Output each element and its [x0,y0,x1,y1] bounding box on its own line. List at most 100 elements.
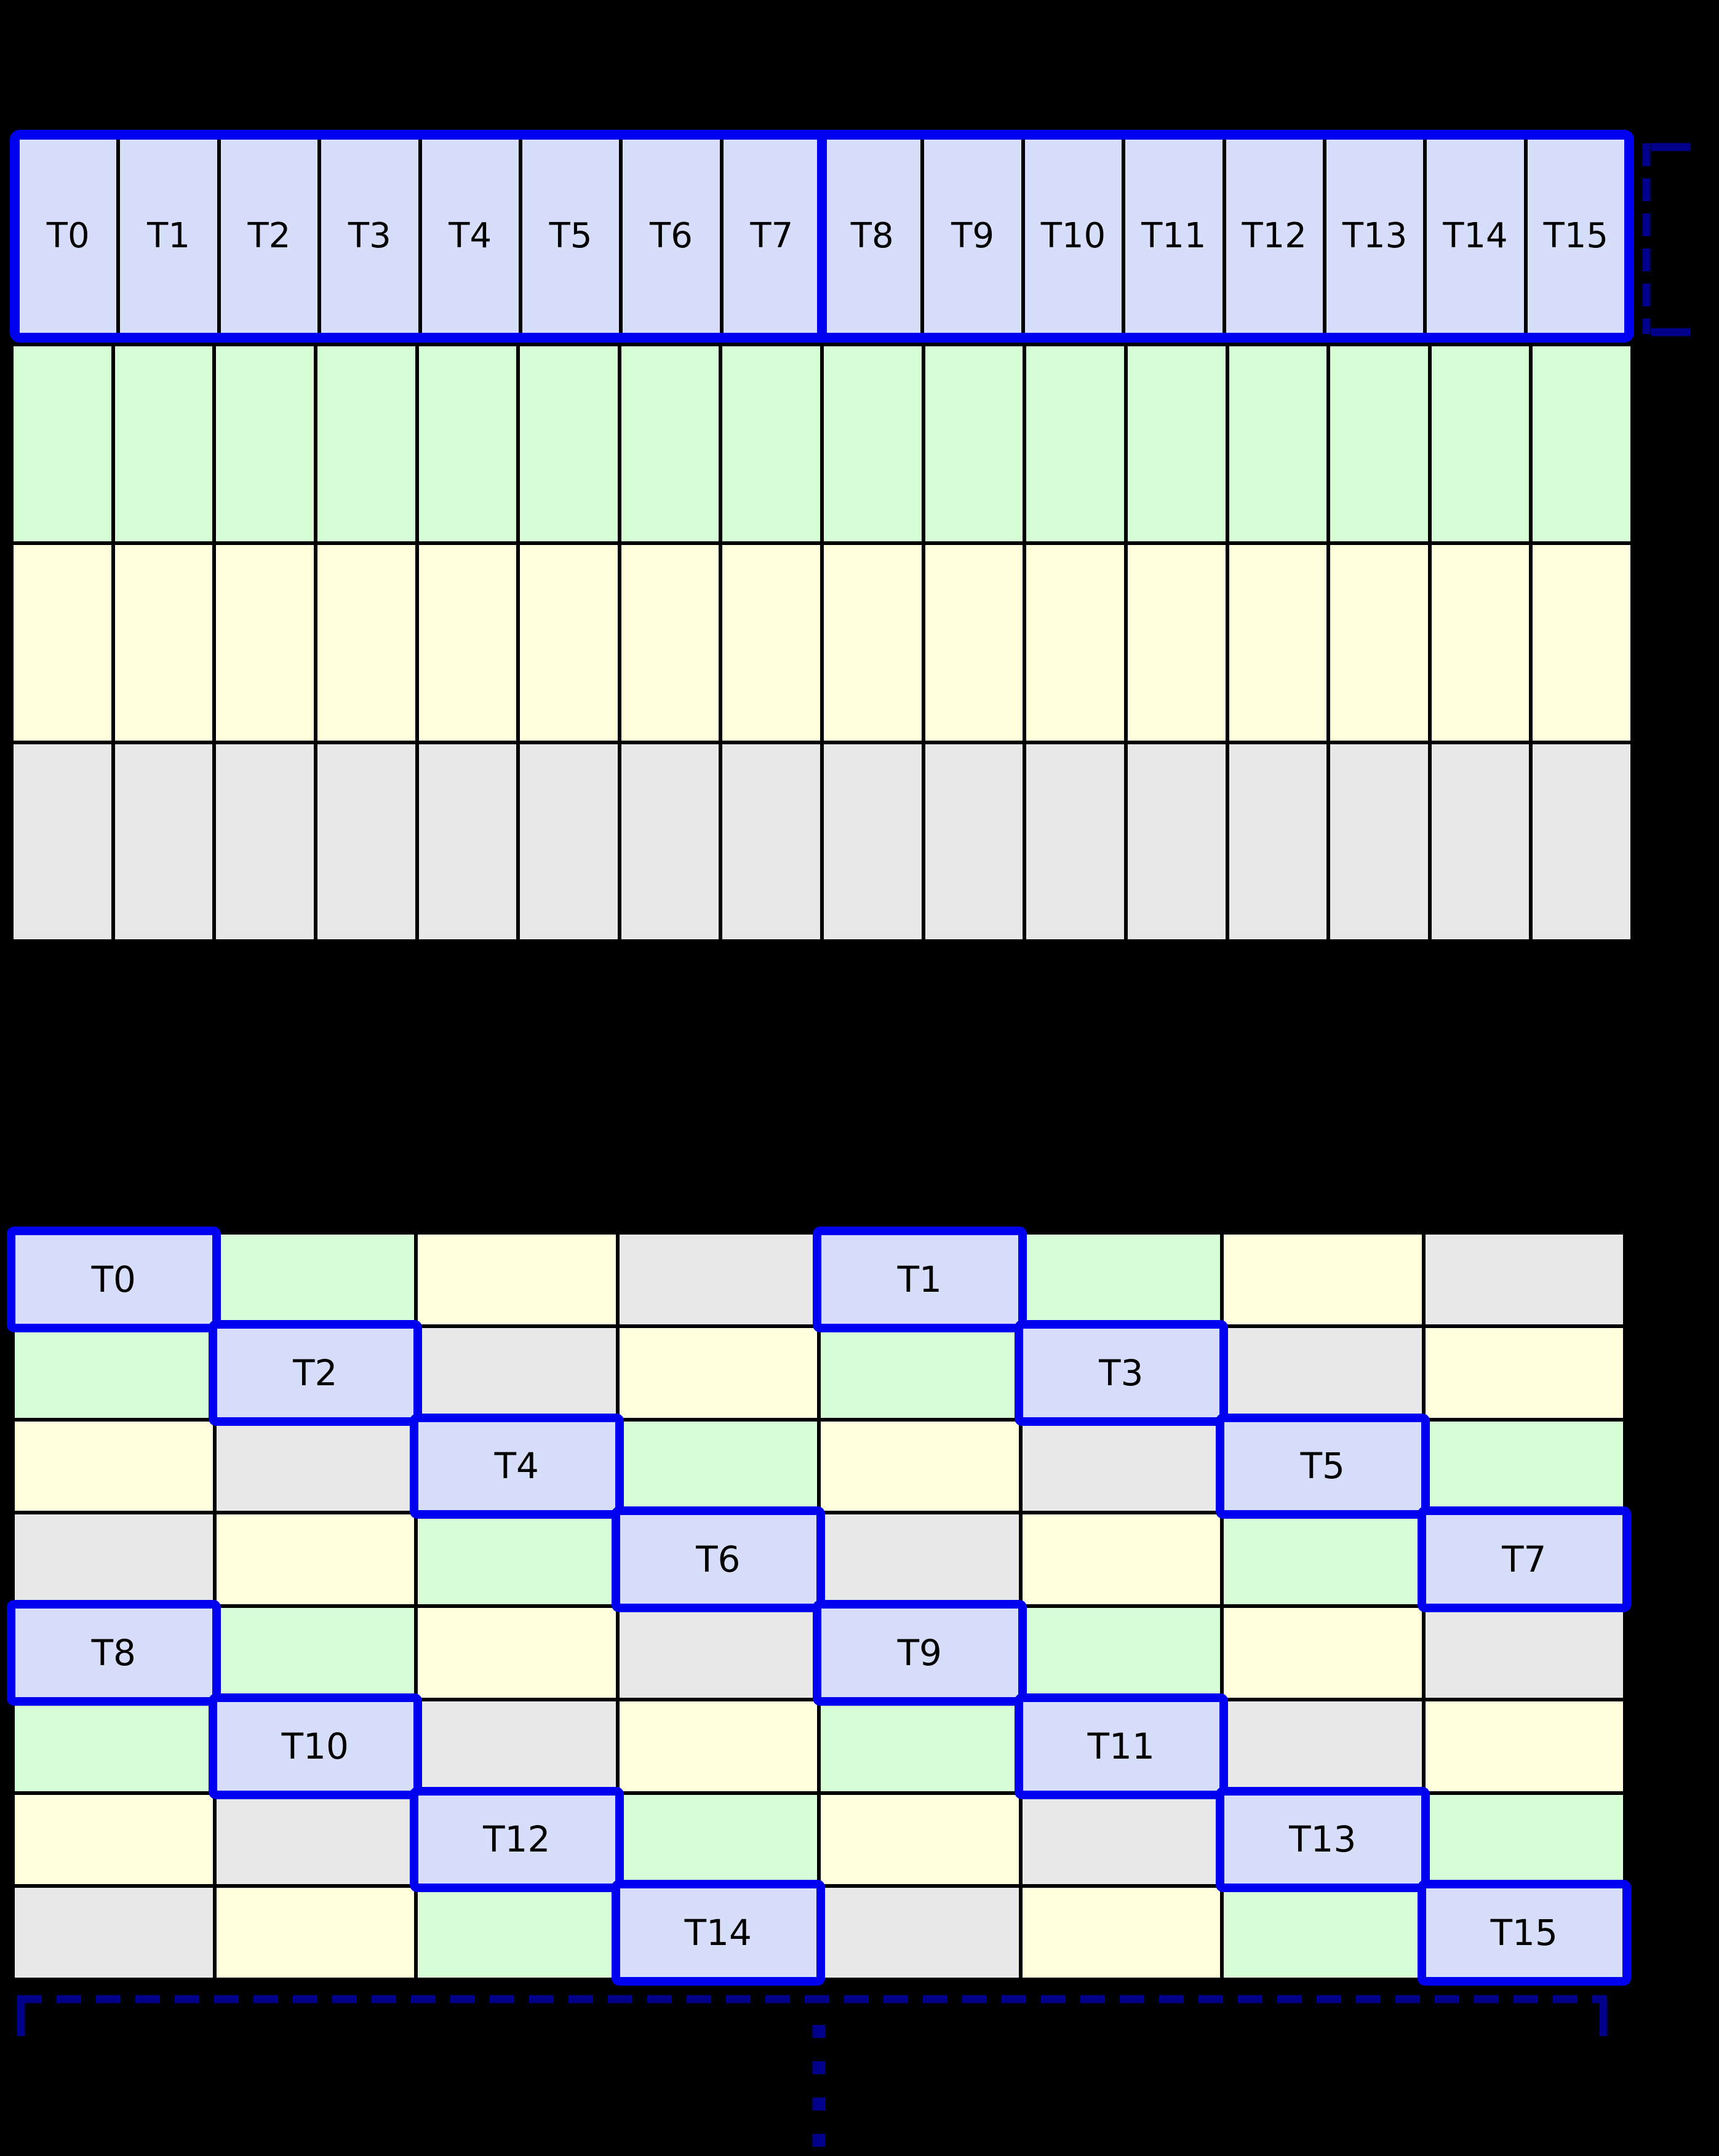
shared-cell-green [1022,1608,1220,1698]
shared-cell-yellow [15,1421,213,1511]
warp-thread-cell-T0: T0 [20,140,117,333]
shared-cell-green [1425,1421,1623,1511]
shared-cell-yellow [821,1794,1019,1885]
bank-cell-yellow [317,545,415,741]
thread-label: T7 [750,216,794,256]
shared-cell-gray [418,1701,616,1791]
shared-cell-green [1022,1235,1220,1324]
bank-cell-green [621,346,719,542]
thread-label: T15 [1543,216,1609,256]
thread-label: T9 [897,1631,942,1674]
thread-label: T10 [281,1725,349,1767]
bank-cell-yellow [621,545,719,741]
shared-cell-yellow [1022,1888,1220,1978]
bank-cell-gray [1431,744,1530,939]
bank-cell-green [1026,346,1124,542]
bank-cell-green [216,346,314,542]
thread-label: T14 [684,1912,752,1954]
warp-thread-cell-T8: T8 [824,140,921,333]
bank-cell-yellow [925,545,1023,741]
bank-cell-gray [520,744,618,939]
thread-label: T4 [449,216,492,256]
bank-cell-yellow [722,545,820,741]
shared-cell-yellow [619,1327,817,1418]
warp-thread-cell-T15: T15 [1527,140,1624,333]
thread-label: T6 [696,1538,741,1581]
thread-label: T13 [1289,1818,1357,1861]
shared-cell-green [216,1608,414,1698]
shared-cell-gray [821,1514,1019,1604]
bank-cell-green [1330,346,1428,542]
memory-banks-grid [10,343,1634,943]
shared-cell-green [216,1235,414,1324]
bank-cell-green [925,346,1023,542]
bank-cell-gray [824,744,922,939]
bank-cell-green [824,346,922,542]
thread-label: T7 [1502,1538,1547,1581]
thread-label: T0 [91,1258,136,1300]
bank-cell-yellow [418,545,517,741]
padded-shared-memory-grid: T0 T1 T2 T3 T4 T5 T6 T7 T8 T9 T10 T11 T12 T13 T14 T15 [7,1227,1631,1986]
bank-cell-yellow [520,545,618,741]
warp-threads-row: T0 T1 T2 T3 T4 T5 T6 T7 T8 T9 T10 T11 T12 T13 T14 T15 [10,130,1634,343]
thread-label: T11 [1141,216,1206,256]
shared-cell-gray [418,1327,616,1418]
thread-label: T2 [247,216,291,256]
shared-cell-green [619,1421,817,1511]
thread-label: T0 [46,216,90,256]
thread-label: T15 [1490,1912,1558,1954]
shared-cell-green [15,1701,213,1791]
thread-label: T13 [1342,216,1408,256]
bank-cell-green [1533,346,1630,542]
bank-cell-yellow [1026,545,1124,741]
bank-cell-gray [216,744,314,939]
thread-label: T3 [1099,1351,1144,1394]
shared-cell-gray [821,1888,1019,1978]
thread-label: T11 [1087,1725,1155,1767]
bank-cell-yellow [824,545,922,741]
bank-cell-green [520,346,618,542]
bank-cell-gray [114,744,213,939]
bank-cell-gray [14,744,111,939]
shared-cell-green [821,1327,1019,1418]
bank-cell-green [114,346,213,542]
thread-label: T12 [483,1818,551,1861]
shared-cell-green [1224,1514,1422,1604]
shared-cell-yellow [1224,1235,1422,1324]
bank-cell-gray [722,744,820,939]
shared-cell-green [418,1888,616,1978]
shared-cell-yellow [216,1888,414,1978]
warp-thread-cell-T14: T14 [1427,140,1524,333]
thread-label: T14 [1443,216,1508,256]
shared-cell-gray [15,1888,213,1978]
warp-thread-cell-T10: T10 [1024,140,1122,333]
shared-cell-gray [1224,1327,1422,1418]
bank-cell-yellow [1533,545,1630,741]
shared-cell-yellow [1224,1608,1422,1698]
warp-thread-cell-T11: T11 [1125,140,1222,333]
warp-thread-cell-T7: T7 [723,140,820,333]
shared-cell-yellow [216,1514,414,1604]
shared-cell-green [1224,1888,1422,1978]
shared-cell-green [821,1701,1019,1791]
shared-cell-gray [15,1514,213,1604]
thread-label: T5 [549,216,592,256]
thread-label: T8 [850,216,894,256]
bank-cell-gray [1026,744,1124,939]
shared-cell-yellow [1425,1701,1623,1791]
warp-thread-cell-T2: T2 [220,140,318,333]
bank-cell-green [1431,346,1530,542]
shared-cell-gray [1425,1235,1623,1324]
bank-cell-yellow [1127,545,1226,741]
bank-cell-yellow [1330,545,1428,741]
bank-cell-gray [418,744,517,939]
thread-label: T10 [1040,216,1106,256]
shared-cell-gray [619,1235,817,1324]
shared-cell-gray [1224,1701,1422,1791]
shared-cell-yellow [1425,1327,1623,1418]
bank-cell-yellow [14,545,111,741]
thread-label: T3 [348,216,391,256]
bank-cell-gray [317,744,415,939]
shared-cell-gray [619,1608,817,1698]
